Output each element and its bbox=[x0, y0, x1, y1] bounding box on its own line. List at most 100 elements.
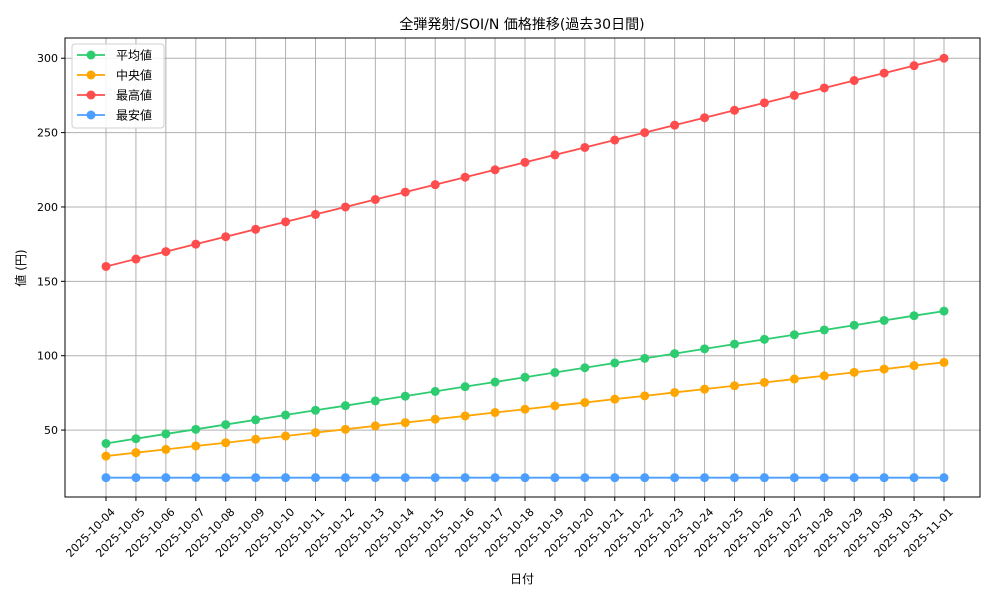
data-point bbox=[161, 473, 171, 483]
data-point bbox=[281, 431, 291, 441]
data-point bbox=[849, 367, 859, 377]
data-point bbox=[490, 165, 500, 175]
data-point bbox=[281, 473, 291, 483]
data-point bbox=[759, 334, 769, 344]
data-point bbox=[939, 473, 949, 483]
data-point bbox=[879, 473, 889, 483]
data-point bbox=[670, 473, 680, 483]
data-point bbox=[221, 232, 231, 242]
data-point bbox=[460, 473, 470, 483]
data-point bbox=[580, 398, 590, 408]
data-point bbox=[610, 394, 620, 404]
data-point bbox=[789, 90, 799, 100]
data-point bbox=[640, 391, 650, 401]
data-point bbox=[400, 187, 410, 197]
data-point bbox=[430, 180, 440, 190]
legend-label: 最高値 bbox=[116, 88, 152, 103]
data-point bbox=[939, 306, 949, 316]
data-point bbox=[670, 349, 680, 359]
data-point bbox=[281, 410, 291, 420]
data-point bbox=[879, 315, 889, 325]
data-point bbox=[191, 239, 201, 249]
data-point bbox=[520, 157, 530, 167]
legend-label: 平均値 bbox=[116, 48, 152, 63]
data-point bbox=[520, 473, 530, 483]
plot-frame bbox=[64, 37, 981, 498]
data-point bbox=[191, 473, 201, 483]
data-point bbox=[819, 325, 829, 335]
data-point bbox=[311, 209, 320, 219]
data-point bbox=[191, 441, 201, 451]
data-point bbox=[400, 473, 410, 483]
data-point bbox=[879, 68, 889, 78]
data-point bbox=[101, 438, 111, 448]
data-point bbox=[700, 473, 710, 483]
data-point bbox=[161, 444, 171, 454]
data-point bbox=[759, 473, 769, 483]
data-point bbox=[490, 473, 500, 483]
data-point bbox=[610, 358, 620, 368]
data-point bbox=[550, 401, 560, 411]
data-point bbox=[131, 448, 141, 458]
data-point bbox=[101, 451, 111, 461]
data-point bbox=[400, 391, 410, 401]
data-point bbox=[909, 311, 919, 321]
data-point bbox=[580, 142, 590, 152]
data-point bbox=[370, 421, 380, 431]
data-point bbox=[670, 387, 680, 397]
data-point bbox=[191, 424, 201, 434]
y-tick-label: 250 bbox=[37, 127, 58, 140]
data-point bbox=[460, 172, 470, 182]
data-point bbox=[939, 53, 949, 63]
chart-title: 全弾発射/SOI/N 価格推移(過去30日間) bbox=[399, 16, 644, 33]
data-point bbox=[909, 361, 919, 371]
data-point bbox=[221, 420, 231, 430]
data-point bbox=[520, 372, 530, 382]
data-point bbox=[281, 217, 291, 227]
data-point bbox=[909, 473, 919, 483]
data-point bbox=[730, 339, 739, 349]
data-point bbox=[640, 473, 650, 483]
data-point bbox=[550, 473, 560, 483]
data-point bbox=[939, 357, 949, 367]
data-point bbox=[520, 404, 530, 414]
data-point bbox=[251, 224, 261, 234]
data-point bbox=[580, 473, 590, 483]
data-point bbox=[759, 98, 769, 108]
legend-label: 最安値 bbox=[116, 108, 152, 123]
legend-box bbox=[71, 43, 165, 129]
data-point bbox=[430, 414, 440, 424]
data-point bbox=[311, 405, 320, 415]
data-point bbox=[789, 330, 799, 340]
legend-label: 中央値 bbox=[116, 68, 152, 83]
data-point bbox=[849, 473, 859, 483]
data-point bbox=[460, 382, 470, 392]
data-point bbox=[670, 120, 680, 130]
y-tick-label: 50 bbox=[44, 424, 58, 437]
data-point bbox=[161, 247, 171, 257]
data-point bbox=[311, 428, 320, 438]
data-point bbox=[550, 150, 560, 160]
data-point bbox=[370, 396, 380, 406]
data-point bbox=[700, 384, 710, 394]
data-point bbox=[340, 202, 350, 212]
data-point bbox=[610, 473, 620, 483]
data-point bbox=[430, 386, 440, 396]
data-point bbox=[730, 105, 739, 115]
data-point bbox=[430, 473, 440, 483]
data-point bbox=[251, 473, 261, 483]
data-point bbox=[221, 473, 231, 483]
data-point bbox=[311, 473, 320, 483]
data-point bbox=[490, 377, 500, 387]
data-point bbox=[370, 195, 380, 205]
data-point bbox=[580, 363, 590, 373]
data-point bbox=[340, 401, 350, 411]
data-point bbox=[789, 473, 799, 483]
data-point bbox=[700, 113, 710, 123]
data-point bbox=[370, 473, 380, 483]
data-point bbox=[340, 473, 350, 483]
data-point bbox=[101, 473, 111, 483]
data-point bbox=[730, 381, 739, 391]
data-point bbox=[700, 344, 710, 354]
data-point bbox=[909, 61, 919, 71]
